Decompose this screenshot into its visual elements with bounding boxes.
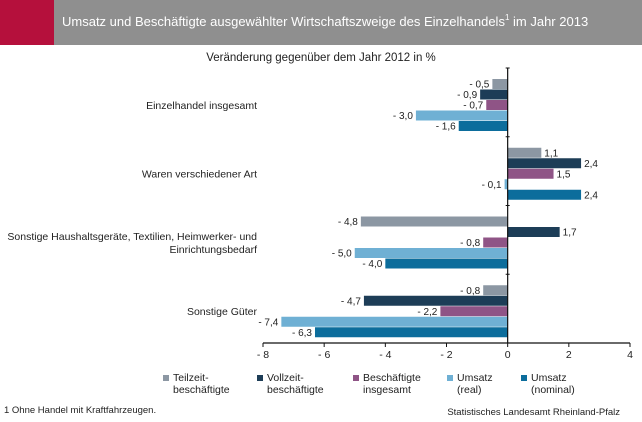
data-label: - 6,3 bbox=[292, 328, 312, 339]
title-bar bbox=[0, 0, 642, 45]
x-tick-label: - 6 bbox=[318, 349, 330, 361]
bar bbox=[504, 179, 508, 190]
legend-label: Teilzeit- bbox=[173, 372, 209, 384]
data-label: - 0,9 bbox=[457, 90, 477, 101]
legend-label: Umsatz bbox=[531, 372, 567, 384]
data-label: - 1,6 bbox=[436, 122, 456, 133]
bar bbox=[385, 258, 508, 269]
legend-swatch bbox=[257, 375, 263, 381]
x-tick-label: 4 bbox=[627, 349, 633, 361]
bar bbox=[486, 100, 508, 110]
bar bbox=[363, 295, 508, 306]
legend-label: (real) bbox=[457, 384, 482, 396]
x-tick-label: - 4 bbox=[379, 349, 391, 361]
category-label: Waren verschiedener Art bbox=[142, 169, 257, 181]
data-label: - 5,0 bbox=[332, 249, 352, 260]
data-label: - 4,8 bbox=[338, 217, 358, 228]
bar bbox=[483, 237, 508, 248]
bar bbox=[314, 327, 508, 338]
bar bbox=[507, 189, 582, 200]
category-label: Sonstige Haushaltsgeräte, Textilien, Hei… bbox=[7, 231, 257, 243]
bar bbox=[354, 248, 508, 258]
chart-subtitle: Veränderung gegenüber dem Jahr 2012 in % bbox=[206, 52, 436, 64]
bar bbox=[507, 158, 582, 169]
legend-swatch bbox=[163, 375, 169, 381]
data-label: - 2,2 bbox=[417, 307, 437, 318]
legend-label: Umsatz bbox=[457, 372, 493, 384]
title-accent bbox=[0, 0, 54, 45]
data-label: - 4,7 bbox=[341, 296, 361, 307]
legend-label: beschäftigte bbox=[173, 384, 230, 396]
data-label: - 3,0 bbox=[393, 111, 413, 122]
data-label: - 4,0 bbox=[362, 259, 382, 270]
data-label: - 0,5 bbox=[469, 80, 489, 91]
data-label: - 0,7 bbox=[463, 101, 483, 112]
category-label: Einzelhandel insgesamt bbox=[146, 100, 257, 112]
data-label: - 0,8 bbox=[460, 286, 480, 297]
bar bbox=[507, 147, 542, 158]
footnote: 1 Ohne Handel mit Kraftfahrzeugen. bbox=[4, 405, 157, 416]
legend-swatch bbox=[447, 375, 453, 381]
legend-swatch bbox=[353, 375, 359, 381]
x-tick-label: - 2 bbox=[440, 349, 452, 361]
category-label: Einrichtungsbedarf bbox=[169, 244, 257, 256]
data-label: - 0,1 bbox=[482, 180, 502, 191]
data-label: 1,1 bbox=[544, 148, 558, 159]
source-note: Statistisches Landesamt Rheinland-Pfalz bbox=[447, 407, 620, 418]
chart-title: Umsatz und Beschäftigte ausgewählter Wir… bbox=[62, 13, 589, 29]
bar bbox=[458, 121, 508, 131]
data-label: 1,7 bbox=[563, 228, 577, 239]
legend-swatch bbox=[521, 375, 527, 381]
category-label: Sonstige Güter bbox=[187, 306, 258, 318]
data-label: 2,4 bbox=[584, 190, 598, 201]
legend-label: Beschäftigte bbox=[363, 372, 421, 384]
bar bbox=[507, 227, 560, 237]
legend-label: Vollzeit- bbox=[267, 372, 304, 384]
bar bbox=[483, 285, 508, 296]
data-label: - 7,4 bbox=[258, 317, 278, 328]
data-label: 2,4 bbox=[584, 159, 598, 170]
bar bbox=[440, 306, 508, 317]
data-label: - 0,8 bbox=[460, 238, 480, 249]
x-tick-label: 0 bbox=[505, 349, 511, 361]
bar bbox=[281, 316, 508, 327]
bar bbox=[507, 168, 554, 179]
x-tick-label: 2 bbox=[566, 349, 572, 361]
bar bbox=[415, 110, 508, 121]
bar bbox=[360, 216, 508, 227]
bar bbox=[480, 89, 508, 100]
legend-label: (nominal) bbox=[531, 384, 575, 396]
legend-label: insgesamt bbox=[363, 384, 411, 396]
x-tick-label: - 8 bbox=[257, 349, 269, 361]
bar bbox=[492, 79, 508, 89]
legend-label: beschäftigte bbox=[267, 384, 324, 396]
data-label: 1,5 bbox=[557, 169, 571, 180]
